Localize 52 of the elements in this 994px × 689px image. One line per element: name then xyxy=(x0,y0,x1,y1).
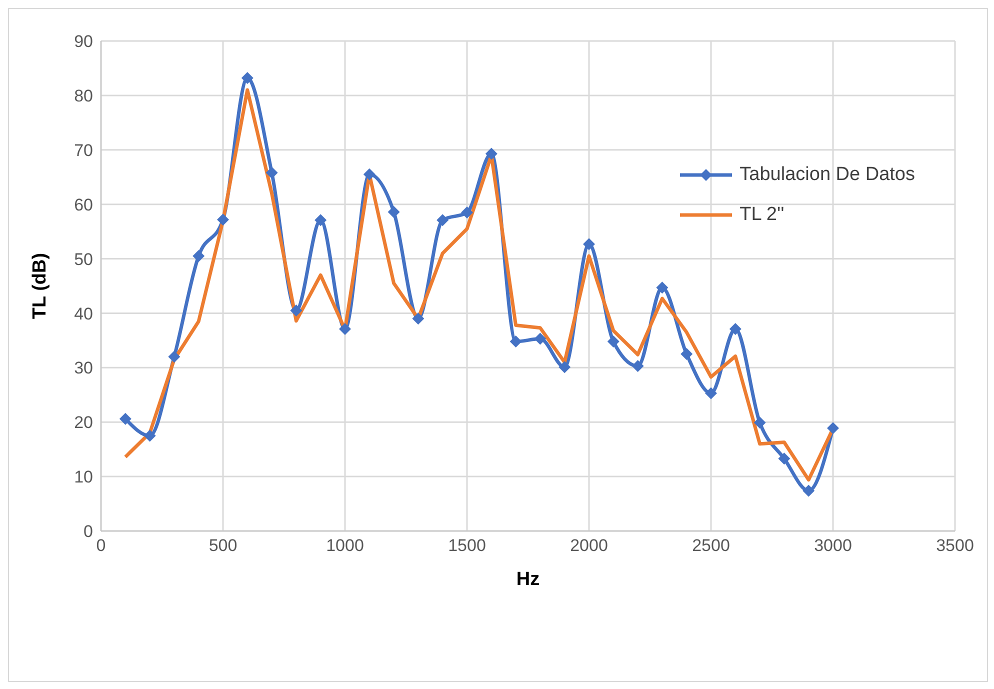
point xyxy=(534,332,546,345)
point xyxy=(802,484,815,497)
y-tick-label: 20 xyxy=(74,413,93,432)
point xyxy=(217,214,229,226)
x-axis-title: Hz xyxy=(516,569,540,590)
y-tick-label: 60 xyxy=(74,195,93,214)
point xyxy=(632,360,644,372)
y-tick-label: 50 xyxy=(74,250,93,269)
point xyxy=(558,361,571,374)
point xyxy=(778,452,790,465)
y-tick-label: 30 xyxy=(74,358,93,378)
point xyxy=(656,282,668,294)
x-tick-label: 1500 xyxy=(448,536,486,556)
point xyxy=(680,348,693,360)
point xyxy=(607,336,620,348)
point xyxy=(754,416,766,429)
y-tick-label: 40 xyxy=(74,304,93,324)
point xyxy=(485,148,498,160)
point xyxy=(827,422,839,434)
point xyxy=(192,250,205,262)
x-tick-label: 1000 xyxy=(326,536,364,556)
point xyxy=(705,387,717,400)
point xyxy=(583,238,595,250)
point xyxy=(339,323,351,336)
point xyxy=(119,412,132,425)
point xyxy=(729,323,742,336)
x-tick-label: 2000 xyxy=(570,536,608,556)
point xyxy=(510,336,522,348)
point xyxy=(412,312,424,325)
x-tick-label: 3000 xyxy=(814,536,852,556)
point xyxy=(168,350,180,363)
x-tick-label: 2500 xyxy=(692,536,730,556)
point xyxy=(388,206,400,218)
y-tick-label: 90 xyxy=(74,32,93,52)
point xyxy=(436,214,449,226)
y-tick-label: 70 xyxy=(74,140,93,160)
point xyxy=(241,72,254,84)
legend-label: TL 2'' xyxy=(740,204,784,226)
y-tick-label: 80 xyxy=(74,86,93,106)
point xyxy=(314,214,327,226)
point xyxy=(363,168,376,180)
point xyxy=(266,166,278,179)
x-tick-label: 500 xyxy=(208,536,238,556)
point xyxy=(144,430,156,442)
y-tick-label: 0 xyxy=(84,522,93,542)
y-tick-label: 10 xyxy=(74,468,93,487)
x-tick-label: 0 xyxy=(96,536,106,556)
x-tick-label: 3500 xyxy=(936,536,974,556)
point xyxy=(461,206,473,218)
legend-label: Tabulacion De Datos xyxy=(740,164,915,186)
y-axis-title: TL (dB) xyxy=(30,252,51,320)
point xyxy=(290,304,302,316)
